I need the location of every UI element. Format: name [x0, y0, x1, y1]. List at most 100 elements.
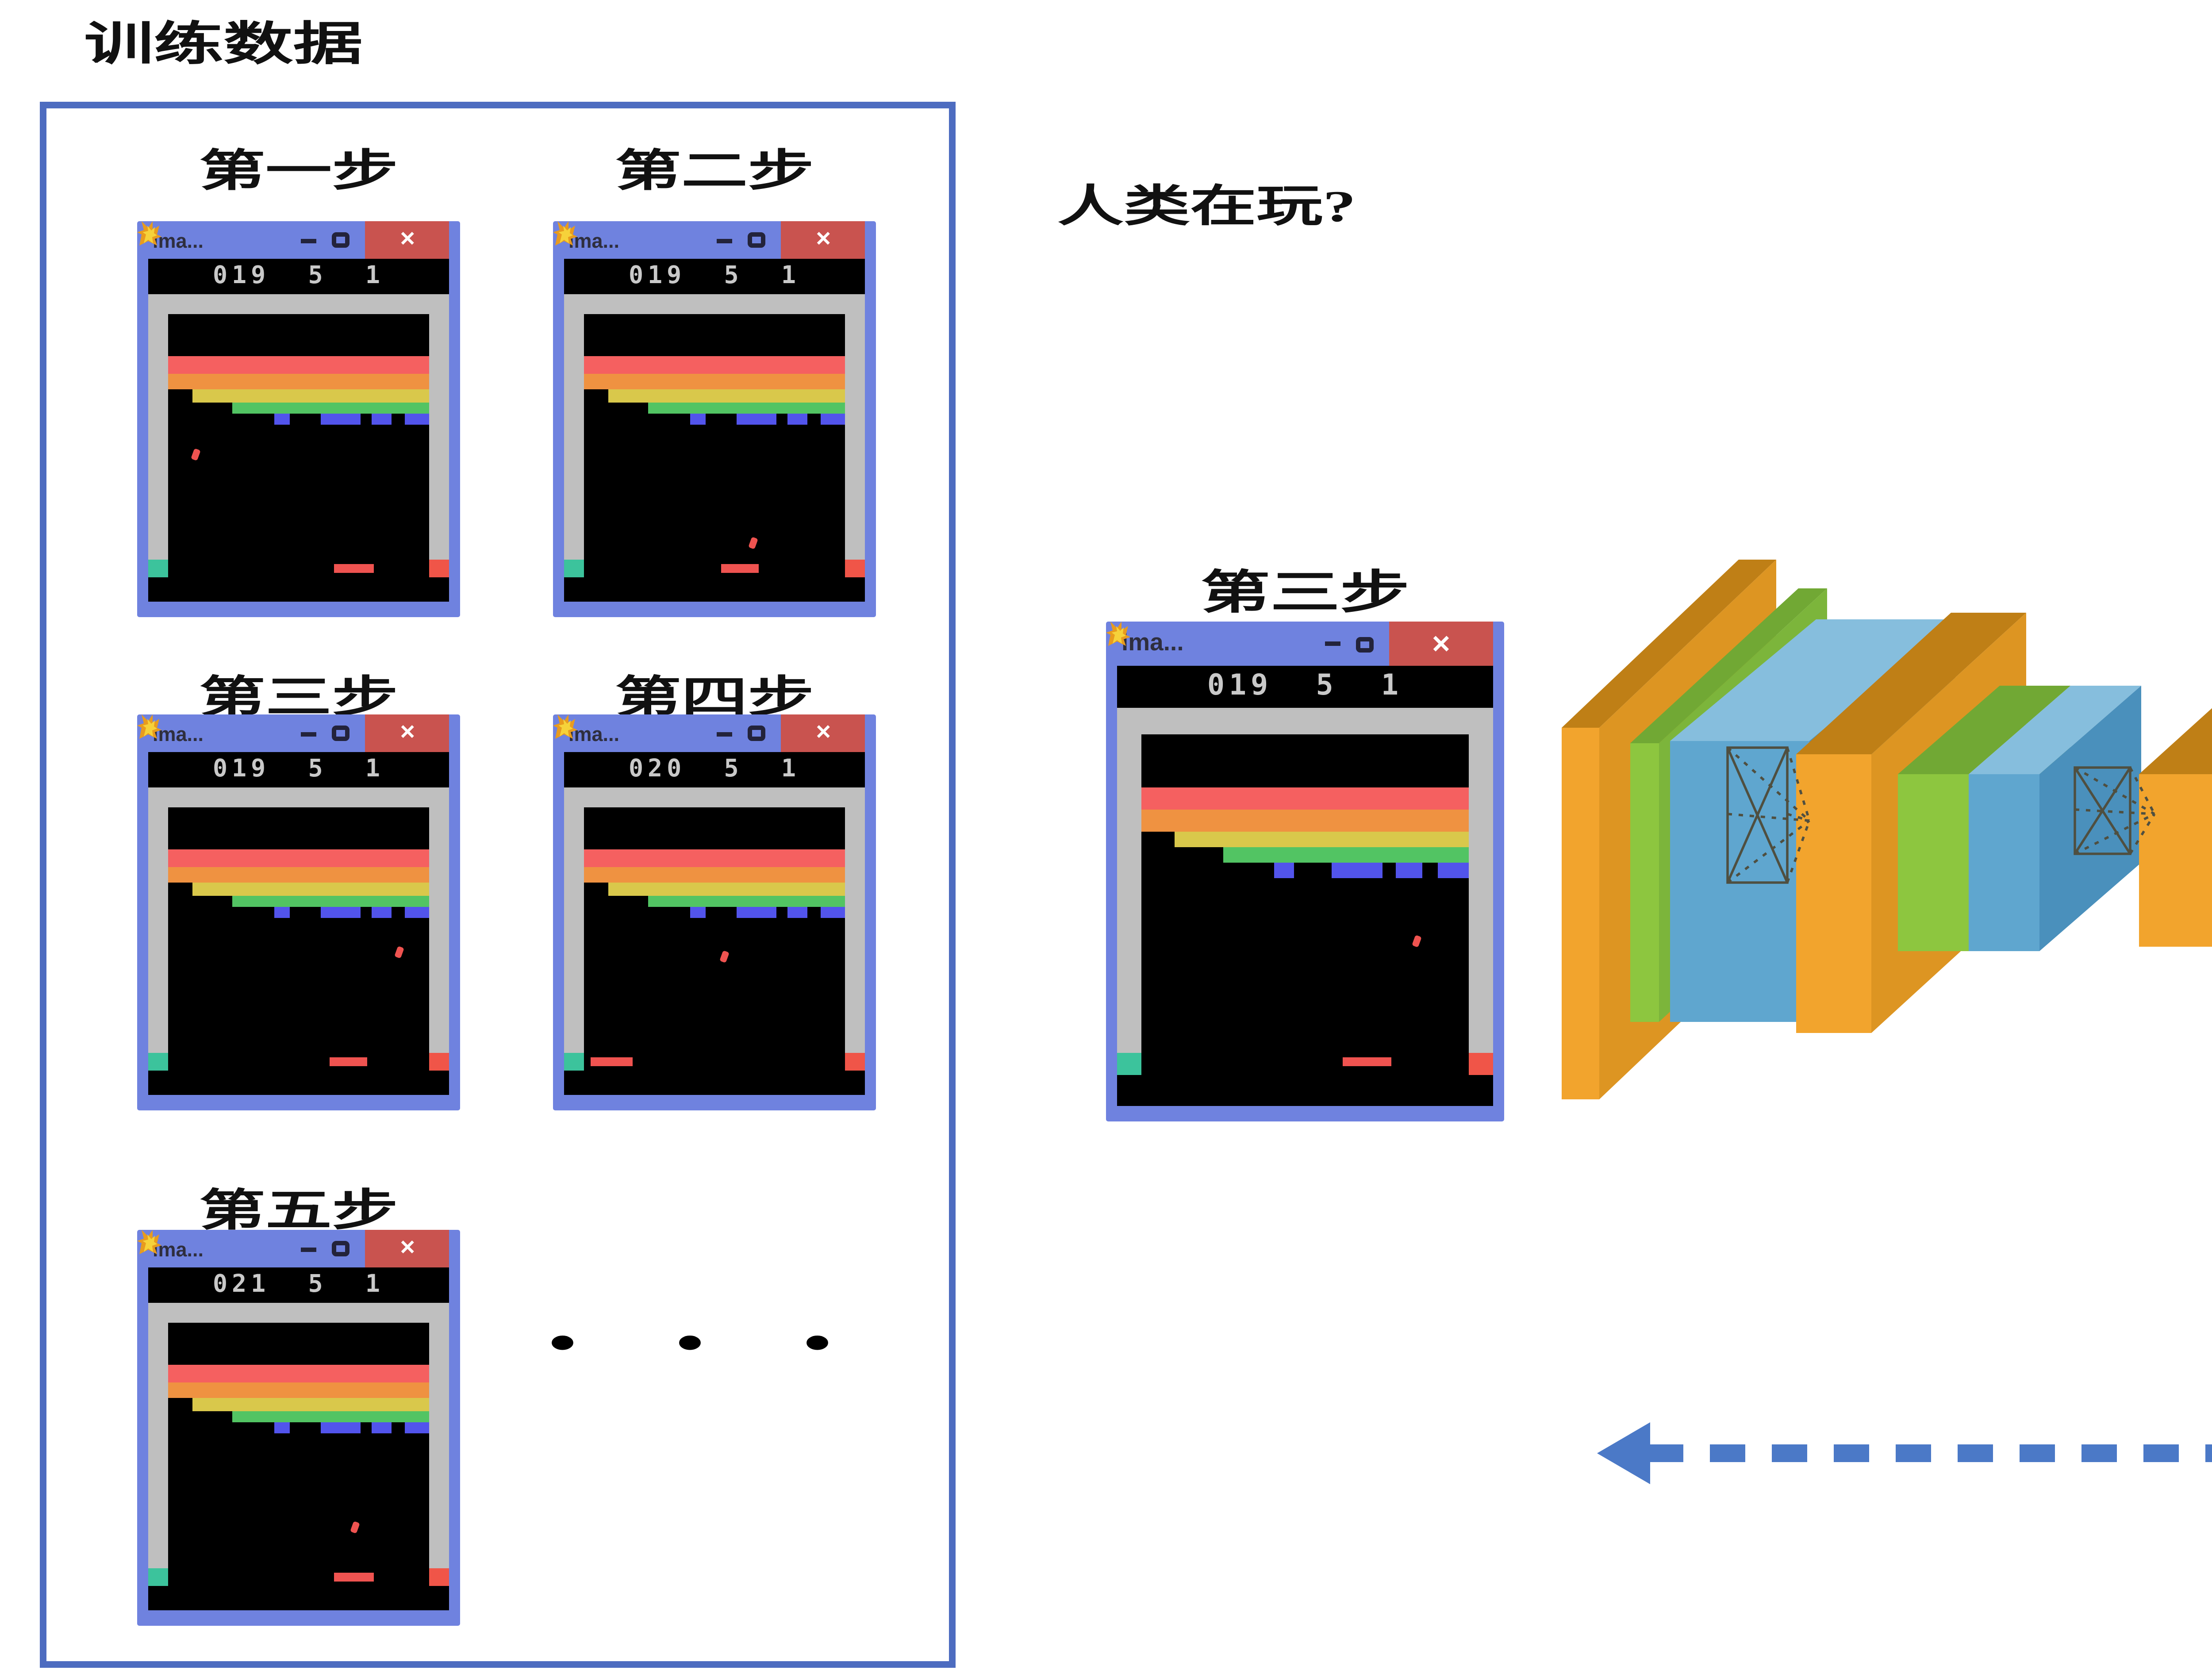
window-title: ima...: [153, 722, 204, 745]
maximize-button[interactable]: [333, 232, 351, 248]
wall-corner-teal: [564, 560, 584, 577]
ball: [351, 1520, 361, 1533]
wall-corner-red: [429, 1053, 449, 1071]
brick-segment: [405, 1423, 430, 1435]
minimize-button[interactable]: [1325, 641, 1340, 646]
breakout-playfield: [148, 294, 449, 602]
close-button[interactable]: ✕: [366, 221, 449, 259]
score-display: 020 5 1: [564, 752, 865, 787]
score-display: 019 5 1: [564, 259, 865, 294]
game-window: ima... ✕ 020 5 1: [553, 714, 876, 1110]
wall-corner-red: [429, 1569, 449, 1586]
game-window: ima... ✕ 019 5 1: [137, 714, 460, 1110]
brick-row-orange: [584, 373, 845, 390]
wall-right: [845, 294, 865, 576]
wall-corner-teal: [1117, 1052, 1142, 1074]
cnn-layer-blue-1: [1670, 619, 1955, 1022]
brick-row-orange: [168, 1382, 430, 1398]
wall-left: [564, 294, 584, 576]
window-titlebar: ima... ✕: [553, 714, 865, 752]
wall-corner-red: [845, 560, 865, 577]
minimize-button[interactable]: [302, 731, 318, 736]
paddle: [1343, 1056, 1392, 1065]
wall-right: [1468, 708, 1493, 1072]
ball: [718, 949, 729, 963]
brick-row-orange: [584, 867, 845, 883]
window-title: ima...: [153, 1237, 204, 1260]
window-titlebar: ima... ✕: [137, 1230, 449, 1267]
window-title: ima...: [1121, 630, 1184, 657]
close-button[interactable]: ✕: [782, 714, 865, 752]
brick-row-blue: [564, 414, 865, 426]
wall-left: [1117, 708, 1142, 1072]
brick-segment: [1438, 863, 1469, 879]
wall-top: [1117, 708, 1493, 734]
brick-row-yellow: [193, 883, 430, 896]
brick-row-blue: [564, 907, 865, 919]
brick-row-orange: [168, 867, 430, 883]
ball: [749, 536, 759, 549]
maximize-button[interactable]: [749, 726, 767, 741]
maximize-button[interactable]: [333, 1241, 351, 1256]
wall-top: [148, 787, 449, 808]
window-title: ima...: [153, 229, 204, 251]
brick-row-yellow: [1173, 831, 1469, 848]
step-label: 第二步: [615, 148, 814, 197]
brick-row-red: [1141, 787, 1469, 811]
brick-segment: [371, 1423, 392, 1435]
brick-row-green: [648, 402, 845, 415]
minimize-button[interactable]: [718, 238, 733, 242]
close-button[interactable]: ✕: [366, 1230, 449, 1267]
ball: [1412, 934, 1423, 947]
brick-segment: [787, 907, 808, 919]
wall-left: [148, 787, 168, 1069]
cnn-layer-orange-2: [1796, 613, 2026, 1033]
brick-row-orange: [168, 373, 430, 390]
brick-row-yellow: [609, 883, 845, 896]
maximize-button[interactable]: [749, 232, 767, 248]
brick-segment: [690, 907, 706, 919]
minimize-button[interactable]: [718, 731, 733, 736]
wall-top: [148, 294, 449, 315]
cnn-layer-green-2: [1898, 686, 2070, 951]
minimize-button[interactable]: [302, 1246, 318, 1251]
wall-right: [429, 1303, 449, 1584]
window-titlebar: ima... ✕: [1106, 622, 1493, 666]
brick-segment: [735, 907, 776, 919]
wall-top: [564, 787, 865, 808]
brick-segment: [821, 414, 845, 426]
human-playing-question: 人类在玩?: [1057, 184, 1356, 232]
brick-segment: [405, 907, 430, 919]
breakout-playfield: [1117, 708, 1493, 1106]
paddle: [720, 563, 760, 572]
breakout-playfield: [148, 1303, 449, 1610]
wall-left: [148, 294, 168, 576]
brick-row-green: [232, 402, 430, 415]
wall-left: [148, 1303, 168, 1584]
brick-row-red: [168, 355, 430, 374]
backprop-arrow: [1597, 1422, 2212, 1484]
more-steps-ellipsis: • • •: [549, 1316, 872, 1374]
window-titlebar: ima... ✕: [137, 714, 449, 752]
brick-row-yellow: [193, 389, 430, 403]
maximize-button[interactable]: [333, 726, 351, 741]
page-title: 训练数据: [84, 18, 363, 71]
brick-segment: [319, 907, 361, 919]
brick-row-green: [1222, 848, 1469, 863]
brick-segment: [1275, 863, 1294, 879]
breakout-playfield: [564, 294, 865, 602]
close-button[interactable]: ✕: [366, 714, 449, 752]
close-button[interactable]: ✕: [782, 221, 865, 259]
cnn-layer-blue-2: [1969, 686, 2141, 951]
brick-segment: [371, 907, 392, 919]
maximize-button[interactable]: [1356, 636, 1374, 652]
game-window: ima... ✕ 019 5 1: [1106, 622, 1504, 1121]
score-display: 021 5 1: [148, 1267, 449, 1303]
brick-row-green: [648, 895, 845, 908]
step-label: 第三步: [1200, 566, 1410, 619]
window-title: ima...: [568, 722, 620, 745]
wall-top: [564, 294, 865, 315]
minimize-button[interactable]: [302, 238, 318, 242]
close-button[interactable]: ✕: [1389, 622, 1493, 666]
